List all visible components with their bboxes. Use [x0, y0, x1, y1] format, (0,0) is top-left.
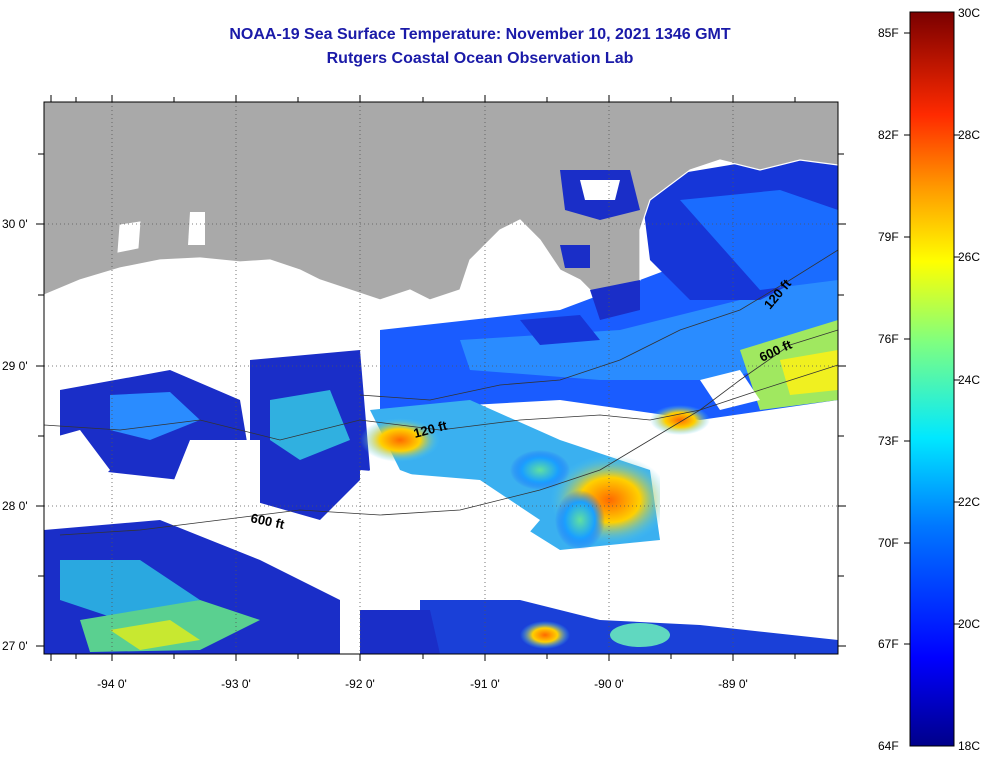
colorbar-f-79: 79F [878, 230, 899, 244]
colorbar-f-67: 67F [878, 637, 899, 651]
map-subtitle: Rutgers Coastal Ocean Observation Lab [326, 50, 634, 67]
colorbar-c-24: 24C [958, 373, 980, 387]
lat-label-27: 27 0' [2, 639, 28, 653]
axis-ticks [36, 95, 846, 661]
lon-label-93: -93 0' [221, 677, 251, 691]
lon-label-89: -89 0' [718, 677, 748, 691]
lat-label-30: 30 0' [2, 217, 28, 231]
lat-label-28: 28 0' [2, 499, 28, 513]
map-title: NOAA-19 Sea Surface Temperature: Novembe… [229, 26, 731, 43]
contour-label-600ft-west: 600 ft [249, 510, 286, 532]
colorbar-c-22: 22C [958, 495, 980, 509]
lon-label-90: -90 0' [594, 677, 624, 691]
colorbar-f-73: 73F [878, 434, 899, 448]
lon-label-92: -92 0' [345, 677, 375, 691]
map-frame [43, 101, 839, 655]
colorbar-c-30: 30C [958, 6, 980, 20]
colorbar-f-85: 85F [878, 26, 899, 40]
colorbar-f-82: 82F [878, 128, 899, 142]
colorbar-c-20: 20C [958, 617, 980, 631]
lat-label-29: 29 0' [2, 359, 28, 373]
colorbar [909, 11, 955, 747]
colorbar-c-26: 26C [958, 250, 980, 264]
lon-label-91: -91 0' [470, 677, 500, 691]
colorbar-f-70: 70F [878, 536, 899, 550]
sst-field: 600 ft 120 ft 120 ft 600 ft [44, 102, 838, 654]
colorbar-c-18: 18C [958, 739, 980, 753]
colorbar-f-76: 76F [878, 332, 899, 346]
lon-label-94: -94 0' [97, 677, 127, 691]
colorbar-f-64: 64F [878, 739, 899, 753]
colorbar-c-28: 28C [958, 128, 980, 142]
